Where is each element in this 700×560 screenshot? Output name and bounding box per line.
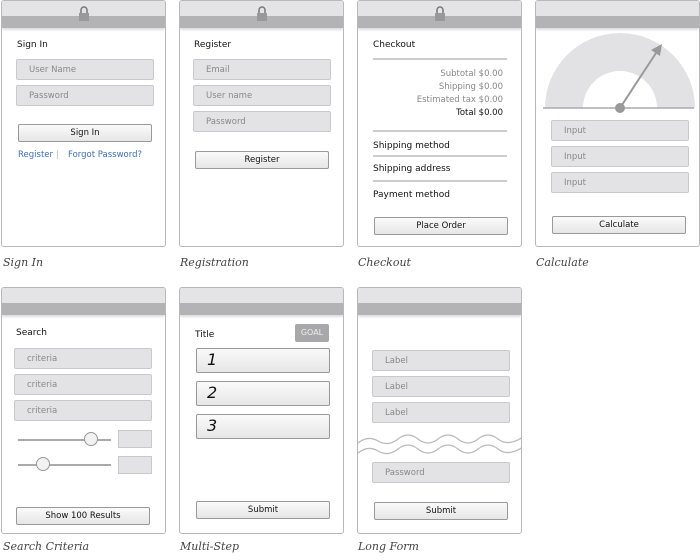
label-input[interactable]: Label — [372, 350, 510, 371]
nav-bar — [358, 16, 521, 28]
shipping-address-row[interactable]: Shipping address — [373, 164, 451, 174]
gauge — [543, 33, 695, 113]
divider — [373, 180, 507, 182]
registration-screen: Register Email User name Password Regist… — [179, 0, 344, 247]
nav-bar — [2, 16, 165, 28]
search-criteria-screen: Search criteria criteria criteria Show 1… — [1, 287, 166, 534]
subtotal: Subtotal $0.00 — [440, 69, 503, 79]
signin-screen: Sign In User Name Password Sign In Regis… — [1, 0, 166, 247]
divider — [373, 155, 507, 157]
slider-knob[interactable] — [83, 432, 98, 446]
shipping-cost: Shipping $0.00 — [438, 82, 503, 92]
estimated-tax: Estimated tax $0.00 — [416, 95, 503, 105]
long-form-screen: Label Label Label Password Submit — [357, 287, 522, 534]
email-input[interactable]: Email — [193, 59, 331, 80]
payment-method-row[interactable]: Payment method — [373, 190, 451, 200]
show-results-button[interactable]: Show 100 Results — [16, 507, 150, 525]
step-1[interactable]: 1 — [196, 348, 330, 373]
status-bar — [2, 1, 165, 16]
step-2[interactable]: 2 — [196, 381, 330, 406]
label-input[interactable]: Label — [372, 402, 510, 423]
forgot-password-link[interactable]: Forgot Password? — [68, 150, 142, 160]
calculate-screen: Input Input Input Calculate — [535, 0, 700, 247]
link-separator: | — [56, 150, 59, 160]
caption: Registration — [180, 256, 249, 269]
step-3[interactable]: 3 — [196, 414, 330, 439]
slider-track[interactable] — [18, 439, 111, 441]
total: Total $0.00 — [456, 108, 503, 118]
label-input[interactable]: Label — [372, 376, 510, 397]
divider — [373, 58, 507, 60]
nav-bar — [358, 303, 521, 315]
username-input[interactable]: User Name — [16, 59, 154, 80]
nav-bar — [536, 16, 699, 28]
caption: Sign In — [3, 256, 44, 269]
sign-in-button[interactable]: Sign In — [18, 124, 152, 142]
page-title: Register — [194, 40, 232, 50]
divider — [373, 130, 507, 132]
caption: Checkout — [358, 256, 411, 269]
username-input[interactable]: User name — [193, 85, 331, 106]
caption: Multi-Step — [180, 540, 240, 553]
register-link[interactable]: Register — [18, 150, 53, 160]
password-input[interactable]: Password — [372, 462, 510, 483]
nav-bar — [180, 16, 343, 28]
caption: Search Criteria — [3, 540, 90, 553]
shipping-method-row[interactable]: Shipping method — [373, 141, 450, 151]
slider-track[interactable] — [18, 464, 111, 466]
status-bar — [536, 1, 699, 16]
page-title: Sign In — [17, 40, 48, 50]
nav-bar — [2, 303, 165, 315]
caption: Calculate — [536, 256, 589, 269]
nav-bar — [180, 303, 343, 315]
status-bar — [2, 288, 165, 303]
status-bar — [358, 1, 521, 16]
calculate-button[interactable]: Calculate — [552, 216, 686, 234]
register-button[interactable]: Register — [195, 151, 329, 169]
goal-badge: GOAL — [295, 324, 329, 342]
wavy-break-divider — [358, 434, 521, 455]
page-title: Title — [195, 330, 215, 340]
input-field[interactable]: Input — [551, 172, 689, 193]
input-field[interactable]: Input — [551, 120, 689, 141]
gauge-needle-arrow-icon — [651, 44, 662, 56]
lock-icon — [256, 6, 267, 21]
slider-knob[interactable] — [36, 457, 51, 471]
checkout-screen: Checkout Subtotal $0.00 Shipping $0.00 E… — [357, 0, 522, 247]
submit-button[interactable]: Submit — [374, 502, 508, 520]
caption: Long Form — [358, 540, 419, 553]
status-bar — [180, 1, 343, 16]
place-order-button[interactable]: Place Order — [374, 217, 508, 235]
criteria-input[interactable]: criteria — [14, 374, 152, 395]
status-bar — [358, 288, 521, 303]
lock-icon — [434, 6, 445, 21]
status-bar — [180, 288, 343, 303]
page-title: Search — [16, 328, 47, 338]
criteria-input[interactable]: criteria — [14, 400, 152, 421]
input-field[interactable]: Input — [551, 146, 689, 167]
lock-icon — [78, 6, 89, 21]
slider-value-box[interactable] — [118, 456, 152, 474]
page-title: Checkout — [373, 40, 416, 50]
submit-button[interactable]: Submit — [196, 501, 330, 519]
multi-step-screen: Title GOAL 1 2 3 Submit — [179, 287, 344, 534]
password-input[interactable]: Password — [16, 85, 154, 106]
slider-value-box[interactable] — [118, 430, 152, 448]
password-input[interactable]: Password — [193, 111, 331, 132]
criteria-input[interactable]: criteria — [14, 348, 152, 369]
